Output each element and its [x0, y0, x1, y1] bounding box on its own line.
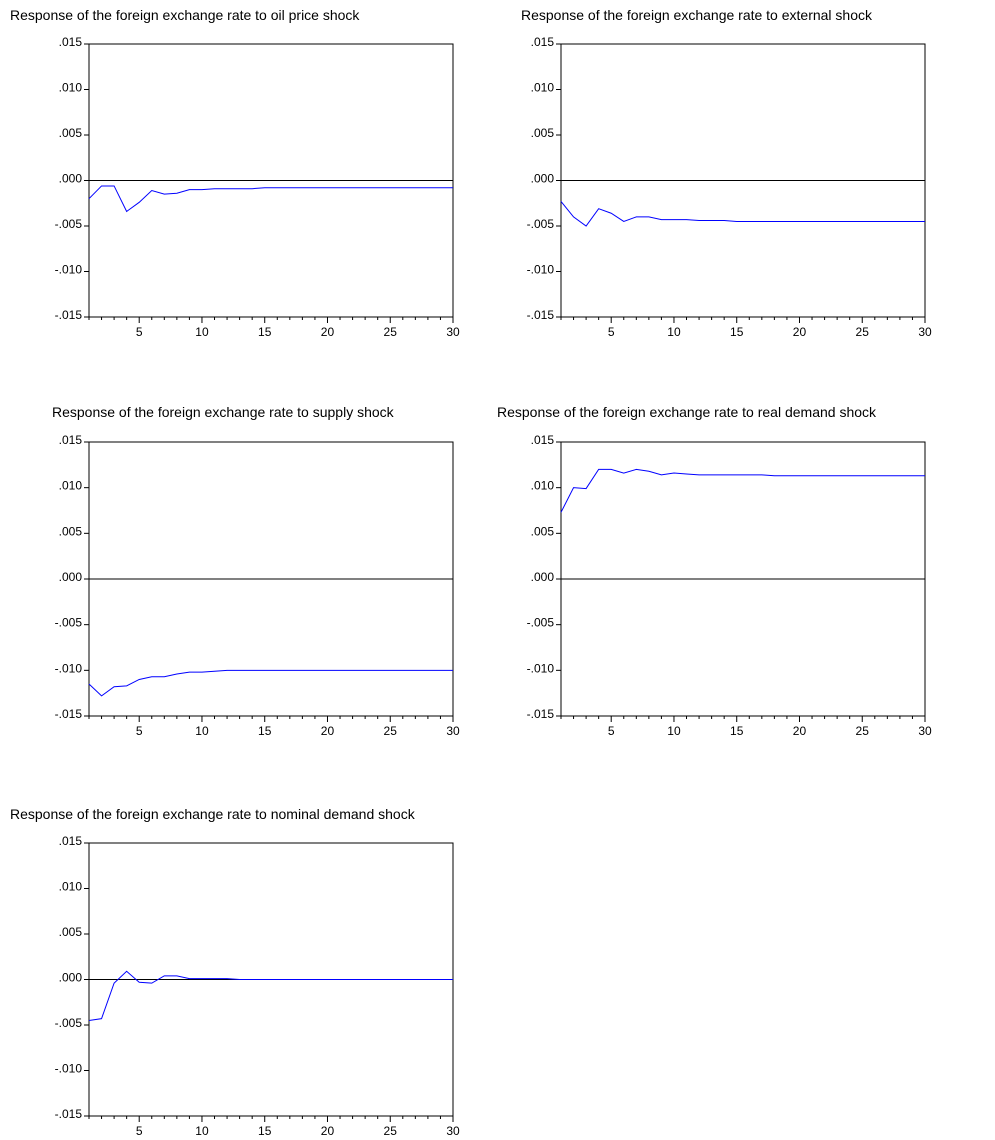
y-tick-label: .000	[59, 971, 83, 985]
response-line	[88, 185, 453, 213]
y-tick-label: .005	[531, 524, 555, 538]
x-tick-label: 15	[730, 724, 744, 738]
y-tick-label: .000	[59, 570, 83, 584]
y-tick-label: -.015	[527, 707, 555, 721]
x-tick-label: 30	[446, 724, 460, 738]
x-tick-label: 15	[258, 1124, 272, 1138]
chart-panel-5: Response of the foreign exchange rate to…	[10, 806, 460, 1138]
y-tick-label: -.005	[527, 616, 555, 630]
y-tick-label: .015	[531, 433, 555, 447]
y-tick-label: .000	[59, 172, 83, 186]
x-tick-label: 15	[258, 325, 272, 339]
x-tick-label: 20	[793, 724, 807, 738]
y-tick-label: .005	[59, 126, 83, 140]
y-tick-label: -.005	[527, 217, 555, 231]
x-tick-label: 10	[667, 724, 681, 738]
response-line	[560, 468, 925, 513]
x-tick-label: 5	[136, 724, 143, 738]
y-tick-label: .015	[59, 35, 83, 49]
x-tick-label: 10	[195, 1124, 209, 1138]
chart-title: Response of the foreign exchange rate to…	[10, 7, 360, 23]
y-tick-label: -.010	[55, 1062, 83, 1076]
chart-panel-1: Response of the foreign exchange rate to…	[10, 7, 460, 339]
response-line	[560, 201, 925, 227]
x-tick-label: 5	[136, 325, 143, 339]
x-tick-label: 5	[608, 724, 615, 738]
y-tick-label: .010	[59, 479, 83, 493]
chart-panel-4: Response of the foreign exchange rate to…	[497, 404, 932, 738]
x-tick-label: 30	[446, 325, 460, 339]
x-tick-label: 20	[793, 325, 807, 339]
y-tick-label: -.005	[55, 616, 83, 630]
x-tick-label: 5	[136, 1124, 143, 1138]
y-tick-label: -.010	[527, 661, 555, 675]
y-tick-label: .005	[531, 126, 555, 140]
x-tick-label: 20	[321, 724, 335, 738]
x-tick-label: 25	[384, 1124, 398, 1138]
y-tick-label: -.010	[527, 263, 555, 277]
y-tick-label: .015	[59, 433, 83, 447]
x-tick-label: 30	[446, 1124, 460, 1138]
chart-title: Response of the foreign exchange rate to…	[497, 404, 877, 420]
x-tick-label: 25	[384, 325, 398, 339]
chart-panel-3: Response of the foreign exchange rate to…	[52, 404, 460, 738]
chart-title: Response of the foreign exchange rate to…	[521, 7, 873, 23]
y-tick-label: .005	[59, 524, 83, 538]
chart-panel-2: Response of the foreign exchange rate to…	[521, 7, 932, 339]
x-tick-label: 10	[195, 724, 209, 738]
y-tick-label: -.015	[55, 308, 83, 322]
y-tick-label: -.010	[55, 661, 83, 675]
y-tick-label: .010	[59, 81, 83, 95]
x-tick-label: 25	[384, 724, 398, 738]
y-tick-label: .010	[59, 880, 83, 894]
y-tick-label: .010	[531, 479, 555, 493]
x-tick-label: 30	[918, 724, 932, 738]
x-tick-label: 15	[730, 325, 744, 339]
x-tick-label: 30	[918, 325, 932, 339]
y-tick-label: -.015	[527, 308, 555, 322]
y-tick-label: .010	[531, 81, 555, 95]
y-tick-label: -.005	[55, 217, 83, 231]
x-tick-label: 20	[321, 325, 335, 339]
y-tick-label: .005	[59, 925, 83, 939]
y-tick-label: .015	[531, 35, 555, 49]
y-tick-label: -.005	[55, 1016, 83, 1030]
response-line	[88, 669, 453, 697]
y-tick-label: -.010	[55, 263, 83, 277]
x-tick-label: 25	[856, 325, 870, 339]
response-line	[88, 970, 453, 1021]
y-tick-label: -.015	[55, 1107, 83, 1121]
y-tick-label: .015	[59, 834, 83, 848]
chart-title: Response of the foreign exchange rate to…	[52, 404, 395, 420]
chart-title: Response of the foreign exchange rate to…	[10, 806, 416, 822]
x-tick-label: 20	[321, 1124, 335, 1138]
y-tick-label: .000	[531, 172, 555, 186]
x-tick-label: 10	[667, 325, 681, 339]
x-tick-label: 15	[258, 724, 272, 738]
x-tick-label: 10	[195, 325, 209, 339]
y-tick-label: -.015	[55, 707, 83, 721]
y-tick-label: .000	[531, 570, 555, 584]
x-tick-label: 5	[608, 325, 615, 339]
x-tick-label: 25	[856, 724, 870, 738]
